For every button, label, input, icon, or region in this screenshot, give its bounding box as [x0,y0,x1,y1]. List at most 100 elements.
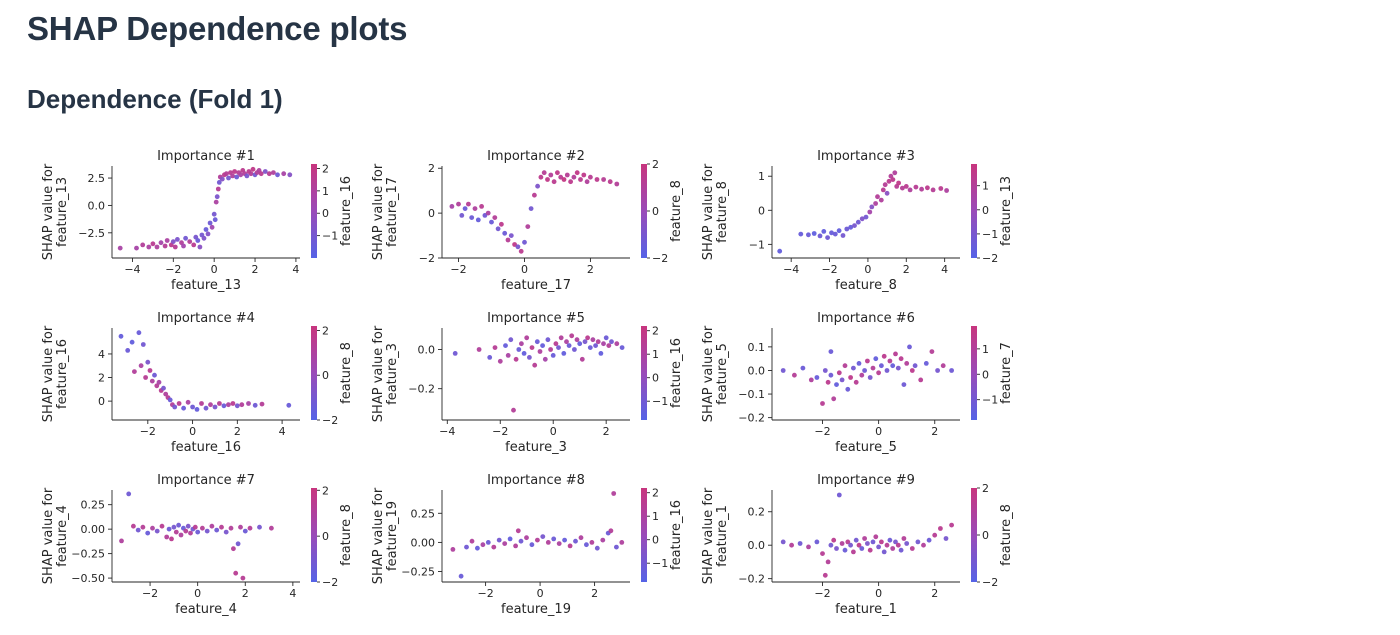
scatter-point [167,397,173,403]
scatter-point [840,233,846,238]
scatter-point [200,525,205,531]
scatter-point [532,192,537,198]
scatter-point [472,206,478,211]
y-tick-label: 0 [428,207,435,220]
y-axis-label-line: SHAP value for [41,325,56,422]
scatter-point [568,179,573,185]
y-axis-label-line: feature_8 [715,181,730,243]
scatter-point [259,401,265,407]
scatter-point [228,525,234,531]
scatter-point [873,356,879,362]
scatter-point [449,204,455,209]
scatter-point [208,402,213,408]
y-tick-label: −0.1 [738,388,765,401]
scatter-point [248,171,254,177]
scatter-point [234,403,240,409]
y-axis-label-line: SHAP value for [371,325,386,422]
plot-title: Importance #8 [487,473,585,488]
scatter-point [214,194,220,200]
scatter-point [571,174,577,180]
scatter-point [895,365,901,371]
colorbar-tick-label: −1 [652,395,668,408]
scatter-point [825,379,831,385]
scatter-point [164,534,170,540]
scatter-point [564,172,570,178]
colorbar-tick-label: 1 [322,185,329,198]
y-axis-label: SHAP value forfeature_4 [41,487,70,584]
scatter-point [845,386,851,392]
scatter-point [505,237,511,243]
scatter-point [863,214,869,220]
scatter-point [239,402,245,408]
scatter-point [209,523,215,529]
scatter-point [587,345,593,350]
scatter-point [492,215,498,220]
scatter-point [820,551,825,556]
scatter-point [789,542,794,548]
scatter-point [558,335,564,341]
y-tick-label: −2.5 [78,227,105,240]
scatter-point [159,523,165,529]
colorbar-tick-label: 1 [652,510,659,523]
scatter-point [893,351,898,357]
scatter-point [502,541,508,546]
scatter-point [828,372,834,378]
scatter-point [226,402,231,408]
scatter-points [117,166,293,251]
scatter-point [836,228,842,234]
scatter-point [150,525,155,531]
scatter-point [614,544,619,550]
scatter-point [203,405,209,411]
scatter-point [800,365,806,371]
scatter-point [235,541,241,547]
scatter-points [450,491,625,579]
scatter-point [884,190,890,196]
scatter-point [553,341,559,347]
x-tick-label: 0 [189,425,196,438]
scatter-point [162,243,168,249]
scatter-point [909,368,915,373]
scatter-point [614,341,620,347]
scatter-point [287,172,293,178]
scatter-point [588,174,593,180]
scatter-point [203,227,209,232]
y-tick-label: 0.00 [81,523,106,536]
x-tick-label: −2 [477,587,493,600]
scatter-point [577,341,583,347]
scatter-point [214,527,220,533]
scatter-point [178,532,184,538]
scatter-point [524,535,529,541]
scatter-point [125,348,131,353]
scatter-points [780,492,954,578]
x-tick-label: −2 [165,263,181,276]
scatter-point [904,361,910,366]
scatter-point [921,542,926,548]
x-tick-label: −2 [814,587,830,600]
scatter-point [521,351,527,356]
plot-title: Importance #6 [817,311,915,326]
y-tick-label: 1 [758,170,765,183]
x-tick-label: 4 [289,587,296,600]
scatter-point [492,345,498,350]
scatter-point [853,379,859,385]
y-tick-label: 0.1 [748,341,766,354]
y-axis-label-line: feature_17 [385,177,400,247]
colorbar-label: feature_16 [669,338,684,408]
scatter-point [192,524,198,530]
scatter-point [475,545,480,551]
scatter-point [915,539,921,545]
y-axis-label: SHAP value forfeature_16 [41,325,70,422]
scatter-point [163,391,169,397]
scatter-point [949,368,954,373]
scatter-point [593,343,598,348]
scatter-point [556,345,561,350]
scatter-point [817,233,823,239]
scatter-point [876,544,881,550]
y-axis-label-line: feature_3 [385,343,400,405]
scatter-point [146,244,152,250]
scatter-point [839,541,845,546]
dependence-plot-6: Importance #6 −2 0 2 −0.2 −0.1 0.0 0.1 feature_5… [701,311,1014,455]
scatter-point [275,172,280,178]
